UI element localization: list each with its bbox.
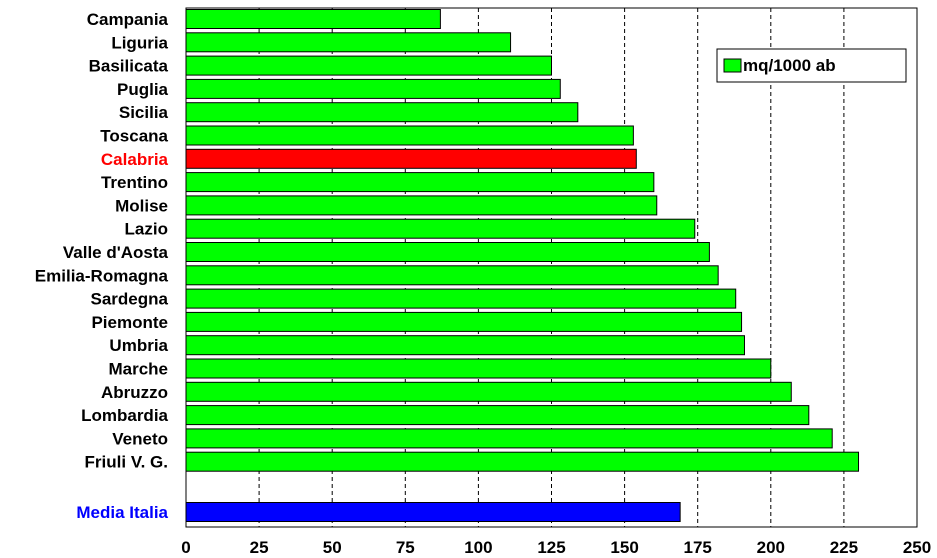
- x-tick-label: 175: [684, 538, 712, 557]
- category-label: Campania: [87, 10, 169, 29]
- bar-umbria: [185, 335, 745, 356]
- x-tick-label: 25: [250, 538, 269, 557]
- category-label: Puglia: [117, 80, 169, 99]
- bar-toscana: [185, 125, 634, 146]
- bar-puglia: [185, 78, 561, 99]
- bar-emilia-romagna: [185, 265, 719, 286]
- bar-lombardia: [185, 405, 810, 426]
- bar-sardegna: [185, 288, 737, 309]
- x-tick-label: 100: [464, 538, 492, 557]
- category-label: Sardegna: [91, 290, 169, 309]
- bar-sicilia: [185, 102, 579, 123]
- category-label: Marche: [108, 360, 168, 379]
- category-label: Emilia-Romagna: [35, 266, 169, 285]
- category-labels: Campania Liguria Basilicata Puglia Sicilia To…: [35, 10, 169, 522]
- bar-liguria: [185, 32, 512, 53]
- category-label: Lombardia: [81, 406, 168, 425]
- bar-basilicata: [185, 55, 552, 76]
- bar-trentino: [185, 172, 655, 193]
- bar-lazio: [185, 218, 696, 239]
- x-tick-label: 250: [903, 538, 931, 557]
- legend-box: [716, 48, 907, 83]
- category-label: Liguria: [111, 33, 168, 52]
- category-label: Piemonte: [91, 313, 168, 332]
- category-label: Molise: [115, 196, 168, 215]
- x-tick-label: 125: [537, 538, 565, 557]
- bar-friuli-v-g-: [185, 451, 860, 472]
- category-label-average: Media Italia: [76, 503, 168, 522]
- category-label: Toscana: [100, 127, 168, 146]
- x-tick-label: 150: [610, 538, 638, 557]
- category-label: Veneto: [112, 429, 168, 448]
- bar-media-italia: [185, 502, 681, 522]
- bar-marche: [185, 358, 772, 379]
- category-label: Calabria: [101, 150, 169, 169]
- category-label: Trentino: [101, 173, 168, 192]
- bar-molise: [185, 195, 658, 216]
- legend-swatch: [723, 58, 742, 73]
- legend: mq/1000 ab: [716, 48, 907, 83]
- x-tick-labels: 0 25 50 75 100 125 150 175 200 225 250: [181, 538, 931, 557]
- category-label: Lazio: [125, 220, 168, 239]
- bar-abruzzo: [185, 381, 792, 402]
- bar-veneto: [185, 428, 833, 449]
- x-tick-label: 50: [323, 538, 342, 557]
- bar-piemonte: [185, 311, 743, 332]
- category-label: Umbria: [109, 336, 168, 355]
- category-label: Sicilia: [119, 103, 169, 122]
- x-tick-label: 225: [830, 538, 858, 557]
- x-tick-label: 0: [181, 538, 190, 557]
- category-label: Valle d'Aosta: [63, 243, 169, 262]
- category-label: Abruzzo: [101, 383, 168, 402]
- legend-label: mq/1000 ab: [743, 56, 836, 75]
- bar-valle-d-aosta: [185, 242, 710, 262]
- bar-calabria: [185, 148, 637, 169]
- x-tick-label: 200: [757, 538, 785, 557]
- category-label: Friuli V. G.: [85, 453, 168, 472]
- x-tick-label: 75: [396, 538, 415, 557]
- bars: [185, 9, 860, 522]
- bar-campania: [185, 9, 441, 29]
- category-label: Basilicata: [89, 57, 169, 76]
